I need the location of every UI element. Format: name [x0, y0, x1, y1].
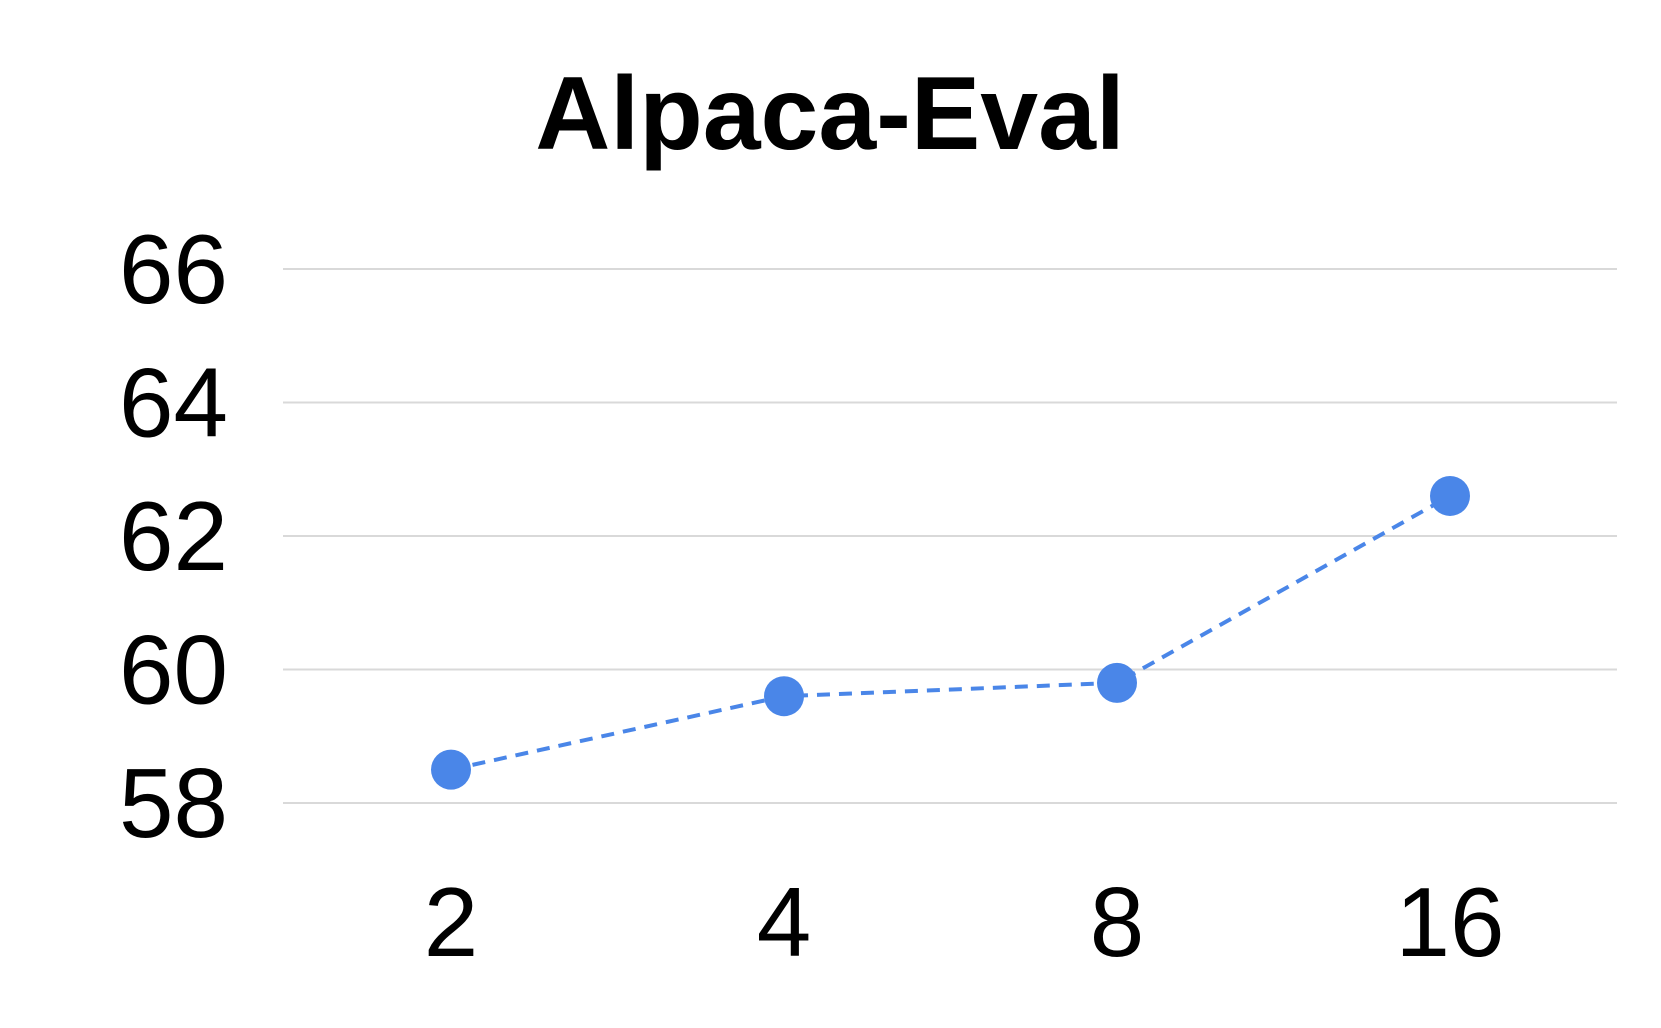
y-tick-label-66: 66	[119, 214, 228, 324]
y-tick-label-60: 60	[119, 615, 228, 725]
x-tick-label-8: 8	[1090, 867, 1145, 977]
x-tick-label-16: 16	[1395, 867, 1504, 977]
x-tick-label-2: 2	[424, 867, 479, 977]
y-tick-label-62: 62	[119, 481, 228, 591]
data-point-16	[1430, 475, 1470, 516]
x-tick-label-4: 4	[757, 867, 812, 977]
y-axis-ticks: 58 60 62 64 66	[119, 214, 228, 858]
y-tick-label-64: 64	[119, 348, 228, 458]
data-point-2	[431, 749, 471, 790]
y-tick-label-58: 58	[119, 748, 228, 858]
series-line-0	[450, 494, 1451, 772]
chart-title: Alpaca-Eval	[535, 56, 1125, 172]
data-point-8	[1097, 662, 1137, 703]
x-axis-ticks: 2 4 8 16	[424, 867, 1505, 977]
data-point-4	[764, 676, 804, 717]
series-group	[431, 475, 1470, 790]
gridlines	[283, 268, 1617, 804]
